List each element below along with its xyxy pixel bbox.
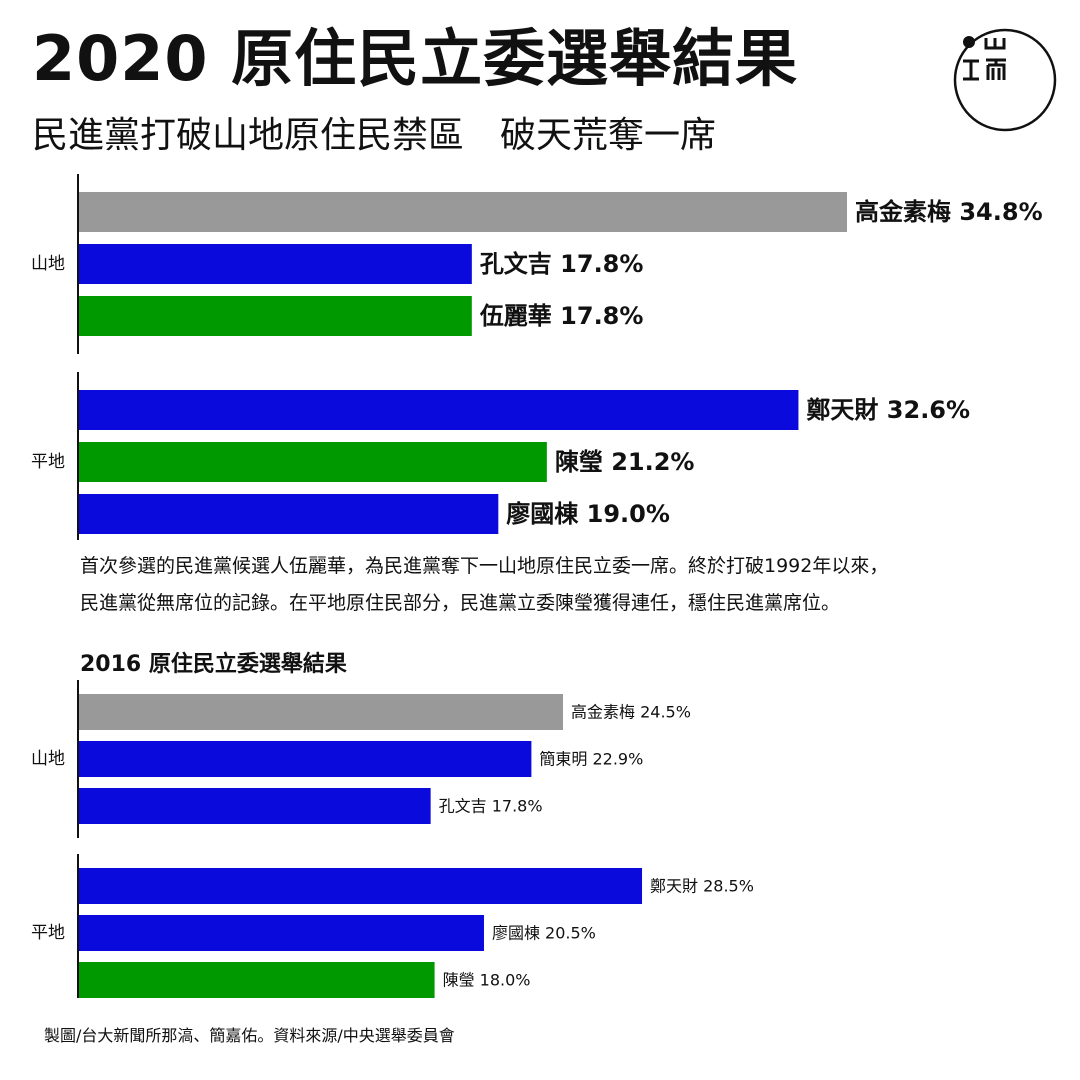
data-label-鄭天財: 鄭天財 32.6% xyxy=(806,396,970,424)
bar-孔文吉 xyxy=(79,244,472,284)
data-label-廖國棟: 廖國棟 19.0% xyxy=(506,500,670,528)
page-title: 2020 原住民立委選舉結果 xyxy=(32,22,799,95)
bar-孔文吉 xyxy=(79,788,431,824)
data-label-鄭天財: 鄭天財 28.5% xyxy=(650,877,754,896)
data-label-陳瑩: 陳瑩 18.0% xyxy=(443,971,531,990)
data-label-廖國棟: 廖國棟 20.5% xyxy=(492,924,596,943)
publisher-logo-icon xyxy=(953,28,1057,132)
bar-高金素梅 xyxy=(79,192,847,232)
bar-鄭天財 xyxy=(79,868,643,904)
data-label-高金素梅: 高金素梅 34.8% xyxy=(855,198,1043,226)
bar-廖國棟 xyxy=(79,494,499,534)
data-label-孔文吉: 孔文吉 17.8% xyxy=(480,250,644,278)
bar-簡東明 xyxy=(79,741,532,777)
data-label-簡東明: 簡東明 22.9% xyxy=(539,750,643,769)
group-label-平地: 平地 xyxy=(31,452,65,472)
data-label-高金素梅: 高金素梅 24.5% xyxy=(571,703,691,722)
credit-text: 製圖/台大新聞所那滈、簡嘉佑。資料來源/中央選舉委員會 xyxy=(44,1026,455,1045)
data-label-陳瑩: 陳瑩 21.2% xyxy=(555,448,695,476)
commentary-line-2: 民進黨從無席位的記錄。在平地原住民部分，民進黨立委陳瑩獲得連任，穩住民進黨席位。 xyxy=(80,592,841,614)
data-label-伍麗華: 伍麗華 17.8% xyxy=(480,302,644,330)
bar-陳瑩 xyxy=(79,442,547,482)
bar-廖國棟 xyxy=(79,915,484,951)
page-subtitle: 民進黨打破山地原住民禁區 破天荒奪一席 xyxy=(32,115,717,156)
data-label-孔文吉: 孔文吉 17.8% xyxy=(439,797,543,816)
bar-伍麗華 xyxy=(79,296,472,336)
bar-陳瑩 xyxy=(79,962,435,998)
commentary-line-1: 首次參選的民進黨候選人伍麗華，為民進黨奪下一山地原住民立委一席。終於打破1992… xyxy=(80,555,889,577)
group-label-平地: 平地 xyxy=(31,923,65,943)
group-label-山地: 山地 xyxy=(31,254,65,274)
section-title-2016: 2016 原住民立委選舉結果 xyxy=(80,652,347,677)
commentary-text: 首次參選的民進黨候選人伍麗華，為民進黨奪下一山地原住民立委一席。終於打破1992… xyxy=(80,548,1040,622)
group-label-山地: 山地 xyxy=(31,749,65,769)
bar-鄭天財 xyxy=(79,390,799,430)
bar-高金素梅 xyxy=(79,694,563,730)
